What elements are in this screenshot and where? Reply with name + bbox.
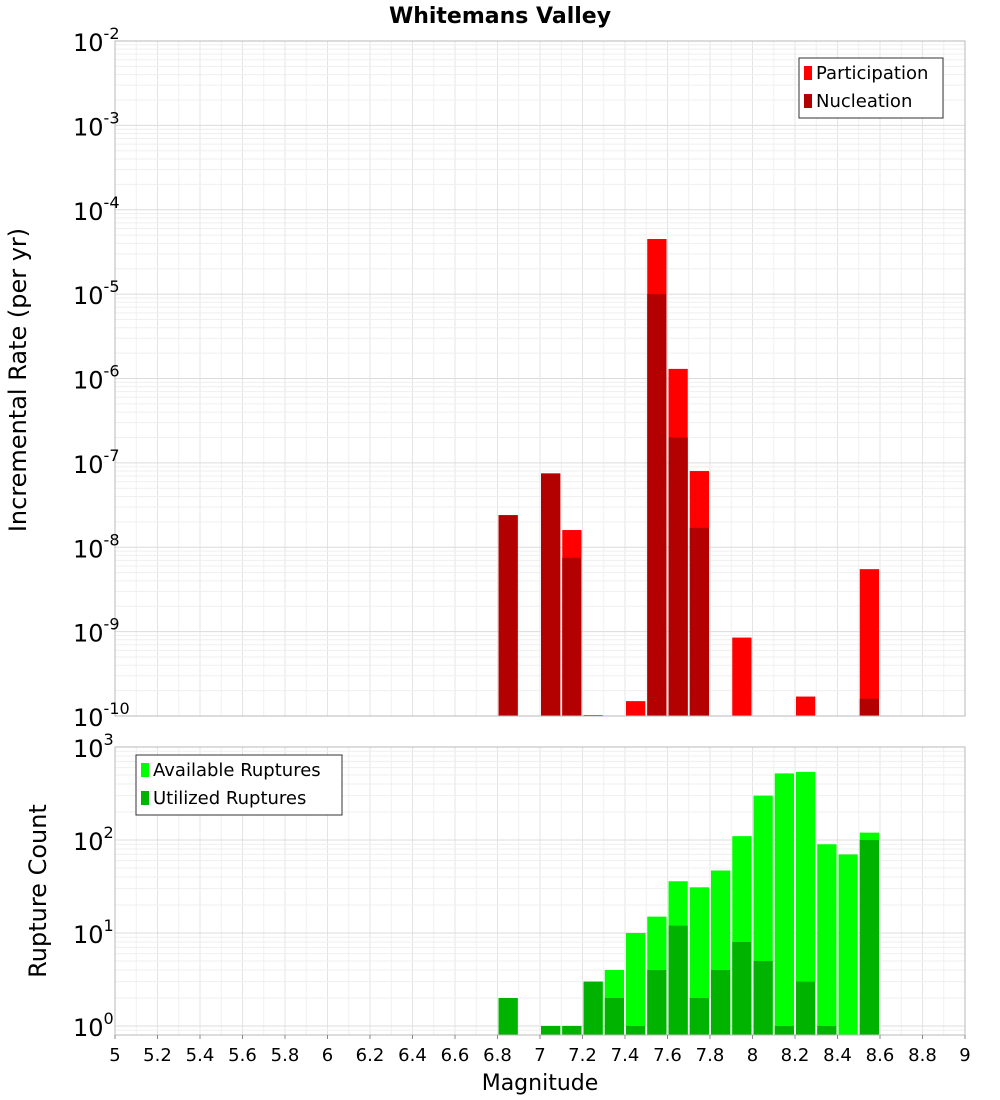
bar-utilized-ruptures (647, 969, 667, 1035)
bar-utilized-ruptures (604, 997, 624, 1035)
bar-utilized-ruptures (753, 960, 773, 1035)
x-tick-label: 8.8 (908, 1045, 937, 1066)
legend-box (135, 754, 343, 816)
bar-nucleation (498, 515, 518, 716)
x-tick-label: 6 (322, 1045, 333, 1066)
x-tick-label: 6.4 (398, 1045, 427, 1066)
x-tick-label: 7.4 (611, 1045, 640, 1066)
x-tick-label: 6.8 (483, 1045, 512, 1066)
x-tick-label: 7.6 (653, 1045, 682, 1066)
bar-available-ruptures (626, 932, 646, 1035)
legend-label: Utilized Ruptures (153, 788, 306, 809)
bar-nucleation (668, 437, 688, 716)
y-tick-label: 10-3 (73, 108, 120, 141)
grid (114, 40, 966, 717)
x-tick-label: 8 (747, 1045, 758, 1066)
y-tick-label: 10-2 (73, 24, 120, 57)
bar-utilized-ruptures (711, 969, 731, 1035)
y-tick-label: 10-8 (73, 530, 120, 563)
bar-utilized-ruptures (668, 925, 688, 1035)
series-nucleation (498, 294, 879, 716)
bottom-y-axis-label: Rupture Count (24, 804, 52, 978)
y-tick-label: 10-9 (73, 615, 120, 648)
x-tick-label: 7.2 (568, 1045, 597, 1066)
bar-utilized-ruptures (774, 1025, 794, 1035)
y-tick-label: 101 (73, 916, 114, 949)
rupture-count-panel: 100 101 102 103 5 5.2 5.4 5.6 5.8 6 6.2 6.4 6.6 6.8 7 7… (73, 730, 971, 1066)
legend-swatch (141, 763, 149, 777)
bar-available-ruptures (838, 854, 858, 1035)
plot-frame (114, 40, 966, 717)
legend-label: Nucleation (816, 91, 912, 112)
x-tick-label: 6.6 (441, 1045, 470, 1066)
x-tick-label: 5.8 (271, 1045, 300, 1066)
bar-utilized-ruptures (562, 1025, 582, 1035)
bar-participation (859, 569, 879, 716)
bar-utilized-ruptures (498, 997, 518, 1035)
x-tick-label: 6.2 (356, 1045, 385, 1066)
legend: Available Ruptures Utilized Ruptures (135, 754, 343, 816)
bar-nucleation (541, 473, 561, 716)
x-tick-label: 5.2 (143, 1045, 172, 1066)
top-y-axis-label: Incremental Rate (per yr) (4, 228, 32, 532)
rate-panel: 10-10 10-9 10-8 10-7 10-6 10-5 10-4 10-3 10-2 Par… (73, 24, 966, 732)
bar-participation (626, 701, 646, 716)
x-axis-label: Magnitude (482, 1071, 599, 1096)
legend-swatch (804, 66, 812, 80)
bar-available-ruptures (774, 773, 794, 1035)
y-tick-label: 10-4 (73, 193, 120, 226)
bar-nucleation (562, 557, 582, 716)
bar-available-ruptures (796, 771, 816, 1035)
x-tick-label: 7.8 (696, 1045, 725, 1066)
x-tick-label: 8.6 (866, 1045, 895, 1066)
bar-utilized-ruptures (689, 997, 709, 1035)
y-tick-label: 10-10 (73, 699, 130, 732)
legend-swatch (141, 791, 149, 805)
chart-title: Whitemans Valley (389, 4, 611, 29)
legend-label: Available Ruptures (153, 760, 321, 781)
legend: Participation Nucleation (798, 57, 944, 119)
x-tick-label: 8.2 (781, 1045, 810, 1066)
y-tick-label: 103 (73, 730, 114, 763)
y-tick-label: 100 (73, 1009, 114, 1042)
y-tick-label: 10-7 (73, 446, 120, 479)
series-utilized-ruptures (498, 839, 879, 1035)
bar-utilized-ruptures (626, 1025, 646, 1035)
bar-utilized-ruptures (817, 1025, 837, 1035)
legend-label: Participation (816, 63, 928, 84)
x-tick-label: 5.6 (228, 1045, 257, 1066)
bar-participation (796, 696, 816, 716)
bar-utilized-ruptures (732, 942, 752, 1035)
bar-utilized-ruptures (859, 839, 879, 1035)
y-tick-label: 10-6 (73, 362, 120, 395)
bar-utilized-ruptures (796, 981, 816, 1035)
bar-nucleation (647, 294, 667, 716)
y-tick-label: 102 (73, 823, 114, 856)
x-tick-label: 8.4 (823, 1045, 852, 1066)
bar-nucleation (689, 527, 709, 716)
x-tick-label: 5.4 (186, 1045, 215, 1066)
bar-nucleation (859, 698, 879, 716)
x-tick-label: 7 (534, 1045, 545, 1066)
bar-utilized-ruptures (541, 1025, 561, 1035)
x-tick-label: 5 (109, 1045, 120, 1066)
y-tick-label: 10-5 (73, 277, 120, 310)
legend-box (798, 57, 944, 119)
bar-available-ruptures (817, 844, 837, 1035)
bar-participation (732, 637, 752, 716)
bar-utilized-ruptures (583, 981, 603, 1035)
x-tick-label: 9 (959, 1045, 970, 1066)
legend-swatch (804, 94, 812, 108)
